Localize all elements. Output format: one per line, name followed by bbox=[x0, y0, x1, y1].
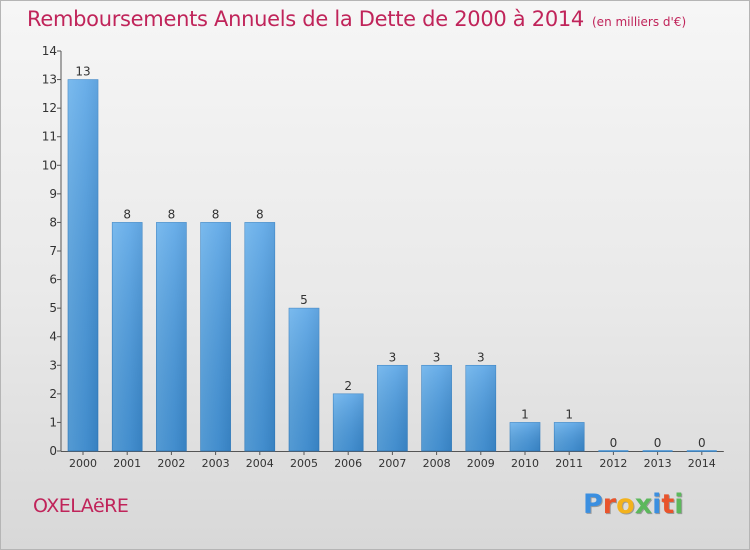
y-tick-label: 12 bbox=[42, 101, 57, 115]
value-label-2010: 1 bbox=[521, 407, 529, 421]
bar-shade-2007 bbox=[377, 365, 408, 451]
value-label-2014: 0 bbox=[698, 436, 706, 450]
bar-shade-2011 bbox=[554, 422, 585, 451]
y-tick-label: 11 bbox=[42, 130, 57, 144]
value-label-2001: 8 bbox=[123, 207, 131, 221]
place-name: OXELAëRE bbox=[33, 495, 129, 517]
value-label-2009: 3 bbox=[477, 350, 485, 364]
value-label-2012: 0 bbox=[610, 436, 618, 450]
logo-letter: i bbox=[674, 489, 684, 520]
y-tick-label: 8 bbox=[49, 215, 57, 229]
value-label-2013: 0 bbox=[654, 436, 662, 450]
y-tick-label: 6 bbox=[49, 273, 57, 287]
value-label-2006: 2 bbox=[344, 379, 352, 393]
logo-letter: o bbox=[616, 489, 635, 520]
logo-letter: t bbox=[661, 489, 675, 520]
proxiti-logo[interactable]: Proxiti bbox=[583, 489, 684, 520]
bar-shade-2006 bbox=[333, 393, 364, 451]
x-tick-label: 2000 bbox=[69, 457, 97, 470]
y-tick-label: 7 bbox=[49, 244, 57, 258]
value-label-2005: 5 bbox=[300, 293, 308, 307]
x-tick-label: 2003 bbox=[202, 457, 230, 470]
y-tick-label: 0 bbox=[49, 444, 57, 458]
value-label-2011: 1 bbox=[565, 407, 573, 421]
data-labels: 13 8 8 8 8 5 2 3 3 3 1 1 0 0 0 bbox=[75, 65, 705, 450]
bar-shade-2003 bbox=[200, 222, 231, 451]
bar-shade-2000 bbox=[68, 79, 98, 452]
value-label-2000: 13 bbox=[75, 65, 90, 79]
x-tick-label: 2007 bbox=[378, 457, 406, 470]
y-tick-label: 2 bbox=[49, 387, 57, 401]
y-tick-label: 5 bbox=[49, 301, 57, 315]
x-tick-label: 2011 bbox=[555, 457, 583, 470]
x-tick-label: 2013 bbox=[644, 457, 672, 470]
y-tick-label: 1 bbox=[49, 415, 57, 429]
y-tick-label: 13 bbox=[42, 73, 57, 87]
x-tick-label: 2009 bbox=[467, 457, 495, 470]
x-tick-label: 2002 bbox=[157, 457, 185, 470]
value-label-2008: 3 bbox=[433, 350, 441, 364]
chart-title-text: Remboursements Annuels de la Dette de 20… bbox=[27, 7, 584, 31]
x-tick-label: 2006 bbox=[334, 457, 362, 470]
logo-letter: i bbox=[652, 489, 662, 520]
bar-shade-2010 bbox=[510, 422, 540, 451]
value-label-2003: 8 bbox=[212, 207, 220, 221]
bar-shade-2005 bbox=[289, 308, 319, 451]
bars bbox=[67, 79, 717, 452]
chart-title: Remboursements Annuels de la Dette de 20… bbox=[27, 7, 686, 31]
x-tick-label: 2008 bbox=[423, 457, 451, 470]
y-tick-label: 4 bbox=[49, 330, 57, 344]
logo-letter: P bbox=[583, 489, 603, 520]
bar-shade-2009 bbox=[465, 365, 496, 451]
logo-letter: r bbox=[602, 489, 617, 520]
logo-letter: x bbox=[634, 489, 653, 520]
value-label-2002: 8 bbox=[168, 207, 176, 221]
value-label-2007: 3 bbox=[389, 350, 397, 364]
y-tick-label: 3 bbox=[49, 358, 57, 372]
x-tick-label: 2014 bbox=[688, 457, 716, 470]
chart-subtitle: (en milliers d'€) bbox=[592, 15, 687, 29]
x-tick-label: 2001 bbox=[113, 457, 141, 470]
value-label-2004: 8 bbox=[256, 207, 264, 221]
x-tick-label: 2010 bbox=[511, 457, 539, 470]
y-tick-label: 9 bbox=[49, 187, 57, 201]
bar-shade-2001 bbox=[112, 222, 143, 451]
x-tick-label: 2005 bbox=[290, 457, 318, 470]
bar-shade-2004 bbox=[244, 222, 275, 451]
x-tick-label: 2004 bbox=[246, 457, 274, 470]
y-tick-label: 14 bbox=[42, 44, 57, 58]
y-tick-label: 10 bbox=[42, 158, 57, 172]
x-tick-label: 2012 bbox=[599, 457, 627, 470]
bar-shade-2008 bbox=[421, 365, 452, 451]
bar-shade-2002 bbox=[156, 222, 187, 451]
